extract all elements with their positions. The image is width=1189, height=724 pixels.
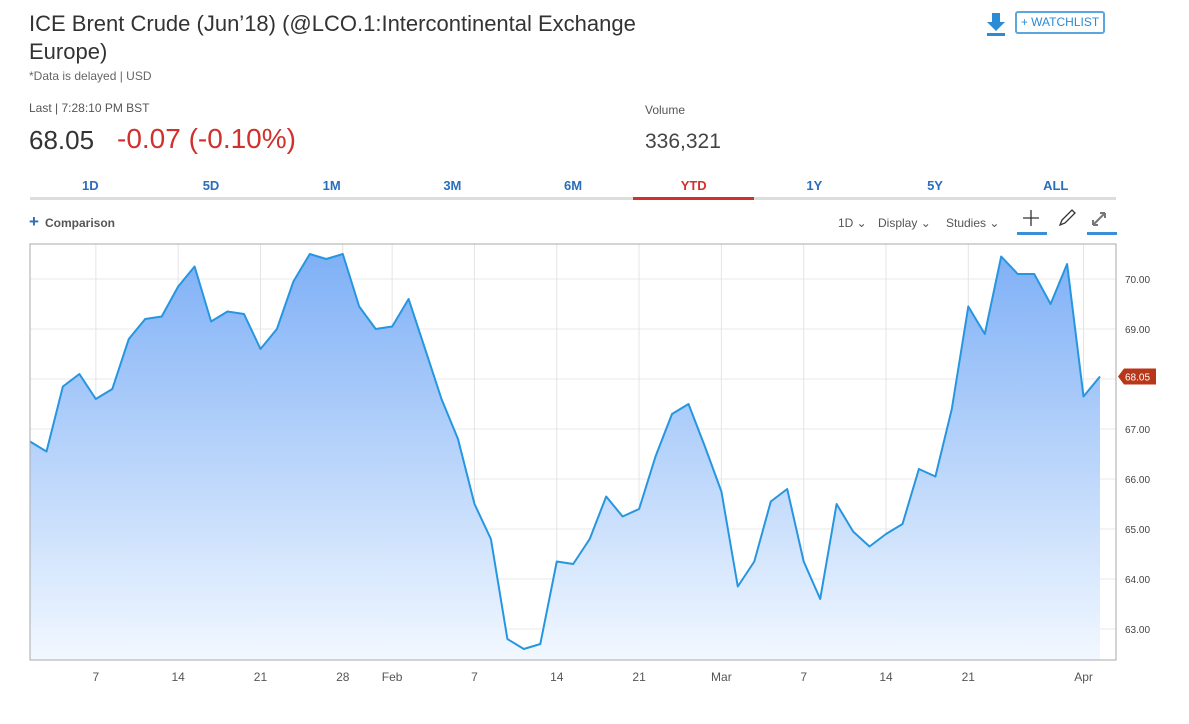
x-tick-label: 14 [550, 670, 564, 684]
price: 68.05 [29, 125, 95, 155]
price-change: -0.07 (-0.10%) [117, 123, 296, 154]
x-tick-label: 14 [171, 670, 185, 684]
x-tick-label: Apr [1074, 670, 1093, 684]
delay-note: *Data is delayed | USD [29, 69, 152, 83]
range-tab[interactable]: 1M [322, 178, 341, 193]
x-tick-label: 7 [471, 670, 478, 684]
studies-label: Studies [946, 216, 987, 230]
y-tick-label: 67.00 [1125, 425, 1150, 436]
x-tick-label: Feb [382, 670, 403, 684]
range-tab[interactable]: 6M [563, 178, 583, 193]
draw-tool[interactable] [1058, 209, 1076, 227]
x-tick-label: 21 [254, 670, 268, 684]
volume: 336,321 [645, 130, 721, 153]
last-value-badge [1118, 368, 1156, 385]
display-label: Display [878, 216, 918, 230]
comparison-button[interactable]: Comparison [45, 216, 116, 230]
y-tick-label: 63.00 [1125, 625, 1150, 636]
interval-label: 1D [838, 216, 854, 230]
y-tick-label: 69.00 [1125, 325, 1150, 336]
y-tick-label: 65.00 [1125, 525, 1150, 536]
range-tab[interactable]: 3M [443, 178, 462, 193]
volume-label: Volume [645, 103, 686, 117]
y-tick-label: 64.00 [1125, 575, 1150, 586]
plus-icon[interactable]: + [29, 212, 39, 231]
studies-dropdown[interactable]: Studies ⌄ [946, 216, 1000, 230]
x-tick-label: Mar [711, 670, 732, 684]
watchlist-button[interactable]: + WATCHLIST [1015, 11, 1105, 34]
y-tick-label: 70.00 [1125, 275, 1150, 286]
x-tick-label: 7 [93, 670, 100, 684]
interval-dropdown[interactable]: 1D ⌄ [838, 216, 867, 230]
tool-icons [1017, 209, 1117, 235]
display-dropdown[interactable]: Display ⌄ [878, 216, 931, 230]
price-line [29, 253, 1101, 650]
x-tick-label: 21 [962, 670, 976, 684]
chart-toolbar: + Comparison 1D ⌄ Display ⌄ Studies ⌄ [0, 209, 1189, 236]
x-tick-label: 28 [336, 670, 350, 684]
instrument-title: ICE Brent Crude (Jun’18) (@LCO.1:Interco… [29, 11, 636, 64]
range-tab[interactable]: ALL [1043, 178, 1069, 193]
download-icon[interactable] [986, 12, 1006, 36]
range-tab[interactable]: 1D [82, 178, 99, 193]
y-tick-label: 66.00 [1125, 475, 1150, 486]
y-tick-label: 68.00 [1125, 375, 1150, 386]
last-value-label: 68.05 [1125, 373, 1150, 384]
x-tick-label: 14 [879, 670, 893, 684]
x-tick-label: 7 [800, 670, 807, 684]
range-tab[interactable]: YTD [633, 176, 755, 200]
last-label: Last | 7:28:10 PM BST [29, 101, 150, 115]
range-tab[interactable]: 5Y [927, 178, 943, 193]
range-tab[interactable]: 1Y [806, 178, 823, 193]
x-tick-label: 21 [632, 670, 646, 684]
range-tabs: 1D 5D 1M 3M 6M YTD 1Y 5Y ALL [30, 176, 1116, 200]
crosshair-tool[interactable] [1017, 210, 1047, 235]
area-fill [30, 254, 1100, 660]
expand-tool[interactable] [1087, 212, 1117, 235]
range-tab[interactable]: 5D [202, 178, 220, 193]
plot-frame [29, 243, 1117, 661]
